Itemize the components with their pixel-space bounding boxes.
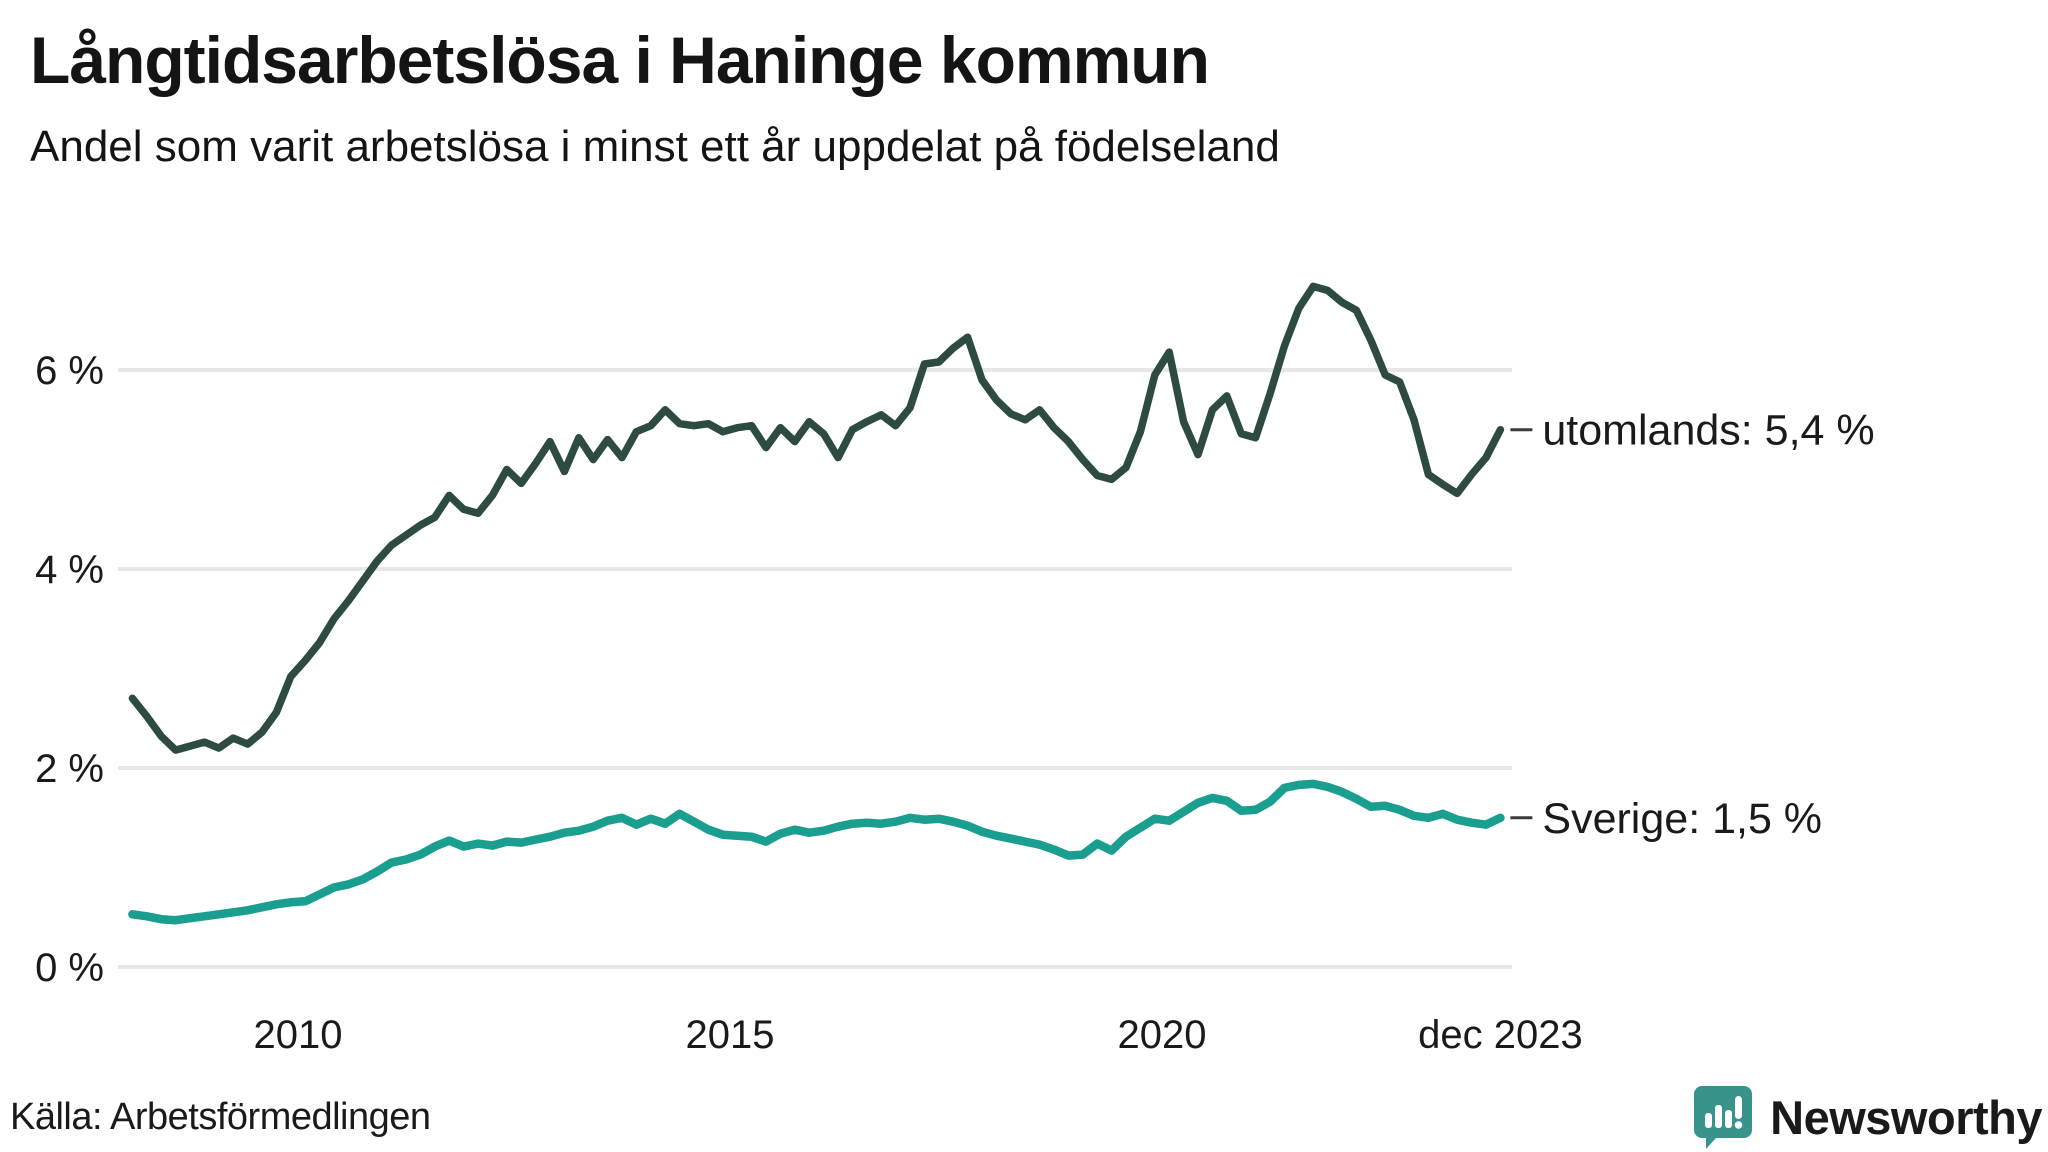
x-axis-labels: 2010 2015 2020 dec 2023	[254, 1013, 1583, 1057]
x-axis-label: 2020	[1118, 1013, 1207, 1057]
y-axis-labels: 0 % 2 % 4 % 6 %	[35, 349, 104, 990]
x-axis-label: dec 2023	[1418, 1013, 1583, 1057]
brand-wordmark: Newsworthy	[1770, 1090, 2042, 1144]
brand-logo: Newsworthy	[1694, 1084, 2042, 1150]
y-axis-label: 4 %	[35, 548, 104, 592]
annotation-label-utomlands: utomlands: 5,4 %	[1542, 407, 1874, 455]
exclamation-dot	[1734, 1121, 1743, 1129]
source-attribution: Källa: Arbetsförmedlingen	[10, 1096, 431, 1138]
bubble-shape	[1694, 1086, 1753, 1149]
x-axis-label: 2015	[686, 1013, 775, 1057]
series-line-utomlands	[128, 282, 1505, 754]
exclamation-bar	[1735, 1096, 1743, 1119]
newsworthy-bubble-icon	[1694, 1086, 1753, 1149]
series-line-sverige	[128, 779, 1505, 925]
y-axis-label: 0 %	[35, 946, 104, 990]
chart-subtitle: Andel som varit arbetslösa i minst ett å…	[30, 122, 1280, 171]
annotation-label-sverige: Sverige: 1,5 %	[1542, 795, 1822, 843]
x-axis-label: 2010	[254, 1013, 343, 1057]
bar-3	[1725, 1110, 1733, 1128]
bar-2	[1715, 1105, 1723, 1128]
bar-1	[1705, 1113, 1713, 1128]
y-axis-label: 2 %	[35, 747, 104, 791]
gridlines	[118, 368, 1512, 969]
y-axis-label: 6 %	[35, 349, 104, 393]
chart-title: Långtidsarbetslösa i Haninge kommun	[30, 23, 1210, 97]
